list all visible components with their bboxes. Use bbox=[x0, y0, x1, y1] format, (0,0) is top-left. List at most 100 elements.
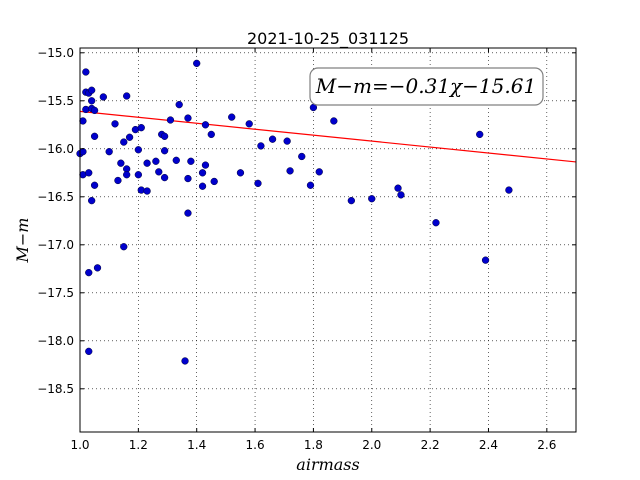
data-point bbox=[120, 138, 128, 146]
data-point bbox=[134, 146, 143, 154]
x-tick-label: 2.4 bbox=[479, 438, 498, 452]
data-point bbox=[283, 137, 291, 145]
data-point bbox=[137, 124, 145, 132]
chart-title: 2021-10-25_031125 bbox=[247, 29, 409, 49]
data-point bbox=[90, 181, 99, 189]
data-point bbox=[88, 97, 96, 105]
data-point bbox=[184, 174, 192, 183]
data-point bbox=[166, 116, 175, 124]
data-point bbox=[85, 169, 93, 177]
data-point bbox=[117, 159, 125, 167]
data-point bbox=[114, 176, 122, 185]
data-point bbox=[85, 347, 93, 356]
x-axis: 1.0 1.2 1.4 1.6 1.8 2.0 2.2 2.4 2.6 bbox=[70, 48, 556, 452]
data-point bbox=[184, 114, 192, 122]
y-tick-label: −16.5 bbox=[37, 190, 74, 204]
data-point bbox=[481, 256, 490, 264]
data-point bbox=[125, 133, 134, 141]
data-point bbox=[93, 264, 102, 272]
data-point bbox=[228, 113, 236, 121]
data-point bbox=[160, 173, 169, 182]
data-point bbox=[152, 157, 160, 165]
data-point bbox=[368, 195, 376, 203]
plot-area: 1.0 1.2 1.4 1.6 1.8 2.0 2.2 2.4 2.6 −15.0−15.5−1… bbox=[37, 46, 577, 452]
data-point bbox=[105, 148, 113, 156]
data-point bbox=[432, 219, 440, 227]
data-point bbox=[184, 209, 192, 217]
x-tick-label: 2.2 bbox=[421, 438, 440, 452]
data-point bbox=[123, 92, 131, 100]
data-point bbox=[99, 93, 107, 101]
data-point bbox=[172, 156, 180, 164]
plot-frame bbox=[79, 47, 577, 433]
data-point bbox=[245, 120, 253, 128]
grid bbox=[79, 48, 576, 432]
data-point bbox=[298, 152, 306, 161]
x-axis-label: airmass bbox=[296, 455, 359, 474]
x-tick-label: 1.0 bbox=[70, 438, 89, 452]
data-point bbox=[257, 142, 265, 150]
y-tick-label: −15.5 bbox=[37, 94, 74, 108]
data-point bbox=[330, 117, 338, 125]
x-tick-label: 2.6 bbox=[537, 438, 556, 452]
data-point bbox=[160, 132, 169, 140]
y-tick-label: −18.0 bbox=[37, 334, 74, 348]
y-tick-label: −16.0 bbox=[37, 142, 74, 156]
data-point bbox=[286, 167, 294, 175]
data-point bbox=[123, 171, 131, 179]
data-point bbox=[315, 168, 323, 176]
annotation-box bbox=[309, 67, 544, 106]
data-point bbox=[193, 59, 201, 68]
x-tick-label: 2.0 bbox=[362, 438, 381, 452]
data-point bbox=[134, 171, 143, 179]
data-point bbox=[505, 186, 513, 194]
data-point bbox=[90, 132, 99, 140]
data-point bbox=[198, 182, 207, 190]
data-point bbox=[175, 100, 183, 109]
data-point bbox=[111, 120, 119, 128]
plot-background bbox=[80, 48, 576, 432]
x-tick-label: 1.2 bbox=[129, 438, 148, 452]
y-axis: −15.0 −15.5 −16.0 −16.5 −17.0 −17.5 −18.0 −18.5 bbox=[37, 46, 576, 396]
data-point bbox=[79, 117, 87, 125]
data-point bbox=[143, 187, 151, 195]
data-point bbox=[394, 184, 402, 192]
data-point bbox=[187, 157, 195, 165]
data-point bbox=[198, 169, 207, 177]
data-point bbox=[347, 196, 355, 205]
fit-annotation: M−m=−0.31χ−15.61 bbox=[309, 67, 544, 106]
y-tick-label: −18.5 bbox=[37, 382, 74, 396]
data-point bbox=[82, 68, 90, 76]
data-point bbox=[90, 106, 99, 115]
data-point bbox=[476, 130, 484, 139]
data-point bbox=[181, 357, 189, 365]
x-tick-label: 1.6 bbox=[246, 438, 265, 452]
points-group bbox=[76, 59, 513, 365]
data-point bbox=[201, 121, 210, 129]
x-tick-label: 1.8 bbox=[304, 438, 323, 452]
data-point bbox=[254, 179, 262, 188]
data-point bbox=[160, 147, 169, 155]
y-tick-label: −15.0 bbox=[37, 46, 74, 60]
y-axis-label: M−m bbox=[13, 218, 32, 264]
data-point bbox=[207, 130, 215, 139]
data-point bbox=[155, 168, 163, 176]
data-point bbox=[120, 243, 128, 251]
fit-line-group bbox=[79, 110, 577, 163]
data-point bbox=[306, 181, 315, 189]
data-point bbox=[201, 161, 210, 169]
data-point bbox=[143, 159, 151, 167]
data-point bbox=[210, 177, 218, 186]
data-point bbox=[88, 196, 96, 205]
data-point bbox=[268, 135, 277, 143]
y-tick-label: −17.0 bbox=[37, 238, 74, 252]
y-tick-label: −17.5 bbox=[37, 286, 74, 300]
fit-line bbox=[79, 110, 577, 163]
data-point bbox=[85, 268, 93, 277]
annotation-text: M−m=−0.31χ−15.61 bbox=[315, 74, 536, 98]
data-point bbox=[88, 86, 96, 94]
data-point bbox=[397, 191, 405, 199]
data-point bbox=[236, 169, 245, 177]
x-tick-label: 1.4 bbox=[187, 438, 206, 452]
